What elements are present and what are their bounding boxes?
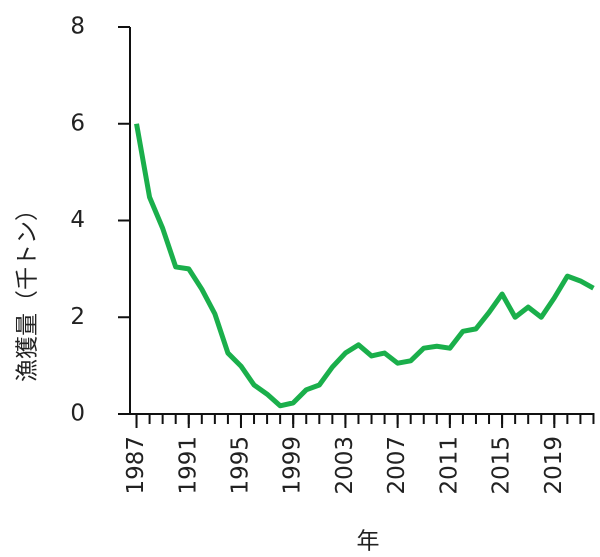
x-tick-label: 2003 [332,436,358,495]
data-line [134,123,595,409]
x-tick-label: 2019 [541,436,567,495]
x-tick-label: 1995 [227,436,253,495]
x-tick-label: 1999 [280,436,306,495]
x-tick-label: 2007 [384,436,410,495]
x-tick-label: 1991 [175,436,201,495]
x-axis-label: 年 [357,529,380,555]
x-tick-label: 2011 [436,436,462,495]
y-tick-label: 0 [70,401,85,427]
y-tick-label: 4 [70,207,85,233]
x-tick-label: 2015 [489,436,515,495]
y-tick-label: 2 [70,304,85,330]
y-tick-label: 6 [70,110,85,136]
x-tick-label: 1987 [123,436,149,495]
y-axis-label: 漁獲量（千トン） [15,198,41,382]
y-tick-label: 8 [70,14,85,40]
